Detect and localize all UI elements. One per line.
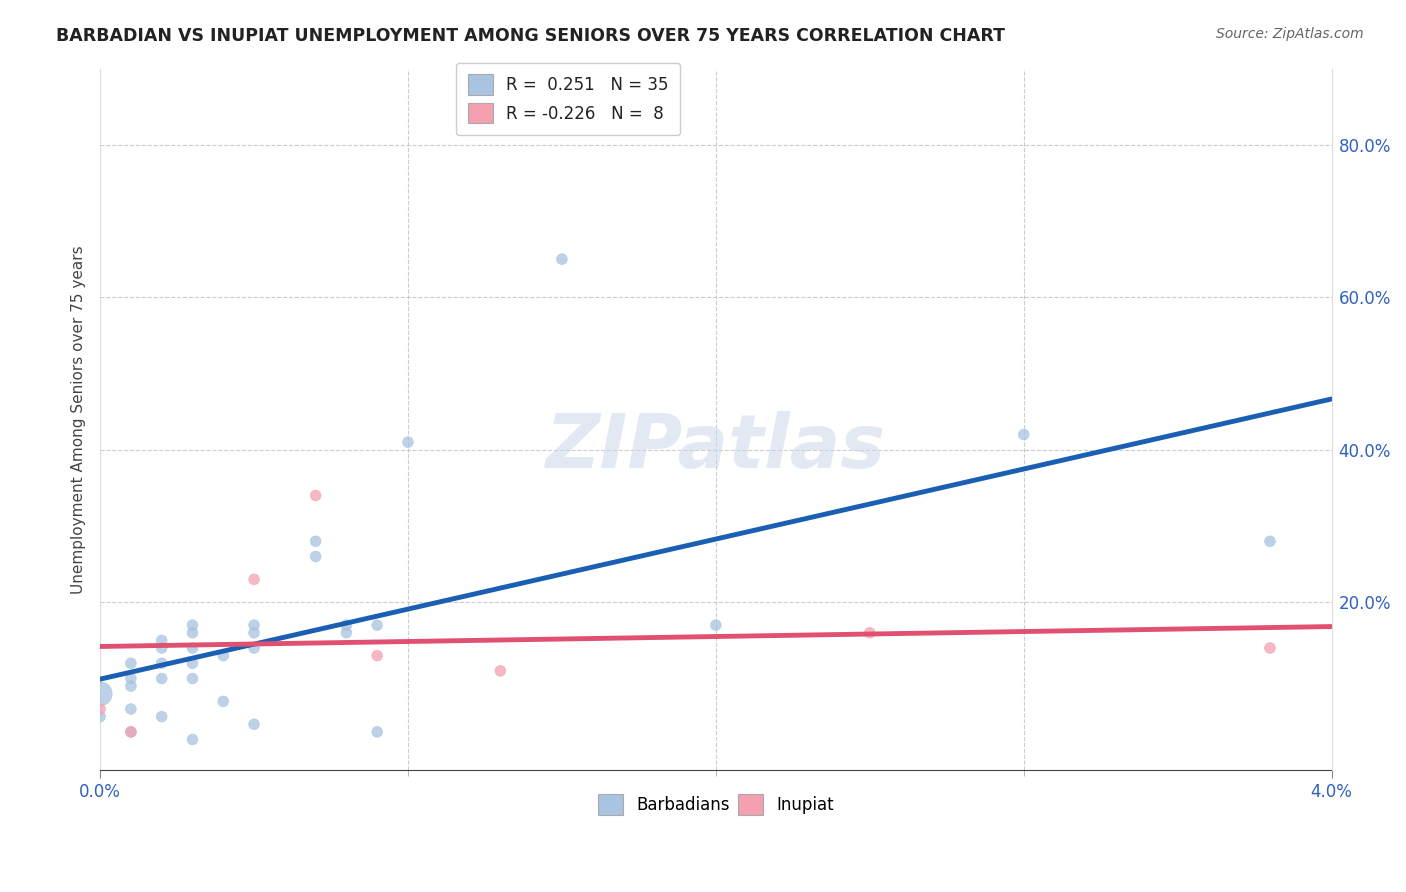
Legend: Barbadians, Inupiat: Barbadians, Inupiat <box>588 784 844 825</box>
Point <box>181 640 204 655</box>
Point <box>335 618 357 632</box>
Point <box>366 724 388 739</box>
Point <box>212 648 235 663</box>
Point <box>243 625 266 640</box>
Point <box>704 618 727 632</box>
Point <box>212 694 235 708</box>
Point <box>551 252 574 267</box>
Point <box>304 534 326 549</box>
Point <box>120 657 142 671</box>
Point <box>150 657 173 671</box>
Point <box>181 625 204 640</box>
Point <box>120 724 142 739</box>
Point <box>120 724 142 739</box>
Text: Source: ZipAtlas.com: Source: ZipAtlas.com <box>1216 27 1364 41</box>
Point <box>243 640 266 655</box>
Point <box>1012 427 1035 442</box>
Point <box>150 709 173 723</box>
Point <box>1258 534 1281 549</box>
Text: ZIPatlas: ZIPatlas <box>546 411 886 483</box>
Point <box>150 633 173 648</box>
Point <box>120 672 142 686</box>
Point <box>304 549 326 564</box>
Point <box>150 640 173 655</box>
Text: BARBADIAN VS INUPIAT UNEMPLOYMENT AMONG SENIORS OVER 75 YEARS CORRELATION CHART: BARBADIAN VS INUPIAT UNEMPLOYMENT AMONG … <box>56 27 1005 45</box>
Point <box>396 435 419 450</box>
Point <box>181 672 204 686</box>
Point <box>150 672 173 686</box>
Point <box>335 625 357 640</box>
Point <box>181 618 204 632</box>
Point <box>1258 640 1281 655</box>
Point <box>89 687 111 701</box>
Point <box>243 618 266 632</box>
Point <box>89 702 111 716</box>
Point <box>120 679 142 693</box>
Point <box>304 489 326 503</box>
Point <box>243 717 266 731</box>
Point <box>120 702 142 716</box>
Point <box>489 664 512 678</box>
Point <box>366 618 388 632</box>
Point <box>181 657 204 671</box>
Y-axis label: Unemployment Among Seniors over 75 years: Unemployment Among Seniors over 75 years <box>72 245 86 593</box>
Point <box>366 648 388 663</box>
Point <box>89 709 111 723</box>
Point <box>859 625 882 640</box>
Point <box>243 573 266 587</box>
Point <box>181 732 204 747</box>
